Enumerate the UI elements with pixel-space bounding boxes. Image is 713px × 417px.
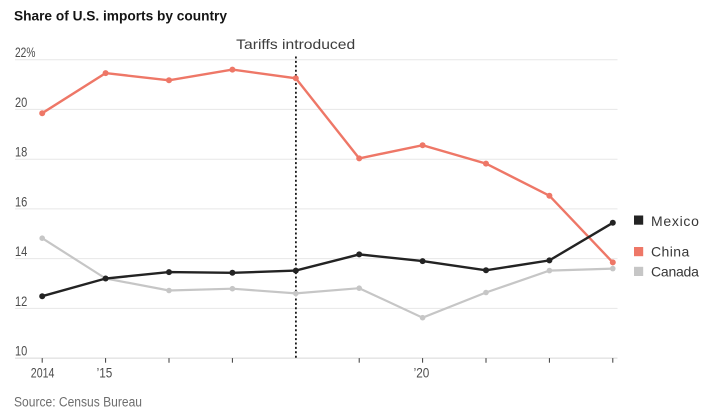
svg-text:Source: Census Bureau: Source: Census Bureau xyxy=(14,395,142,410)
svg-text:16: 16 xyxy=(15,193,27,209)
svg-text:20: 20 xyxy=(15,94,27,110)
svg-text:Tariffs introduced: Tariffs introduced xyxy=(236,36,355,52)
svg-text:’15: ’15 xyxy=(97,364,113,380)
svg-text:22%: 22% xyxy=(15,44,35,60)
svg-text:China: China xyxy=(651,244,690,260)
svg-text:18: 18 xyxy=(15,144,27,160)
svg-text:10: 10 xyxy=(15,343,27,359)
svg-text:12: 12 xyxy=(15,293,27,309)
svg-text:’20: ’20 xyxy=(414,364,430,380)
svg-text:14: 14 xyxy=(15,243,27,259)
svg-text:2014: 2014 xyxy=(31,364,55,380)
svg-text:Mexico: Mexico xyxy=(651,213,699,229)
svg-text:Canada: Canada xyxy=(651,264,699,280)
svg-text:Share of U.S. imports by count: Share of U.S. imports by country xyxy=(14,8,227,24)
